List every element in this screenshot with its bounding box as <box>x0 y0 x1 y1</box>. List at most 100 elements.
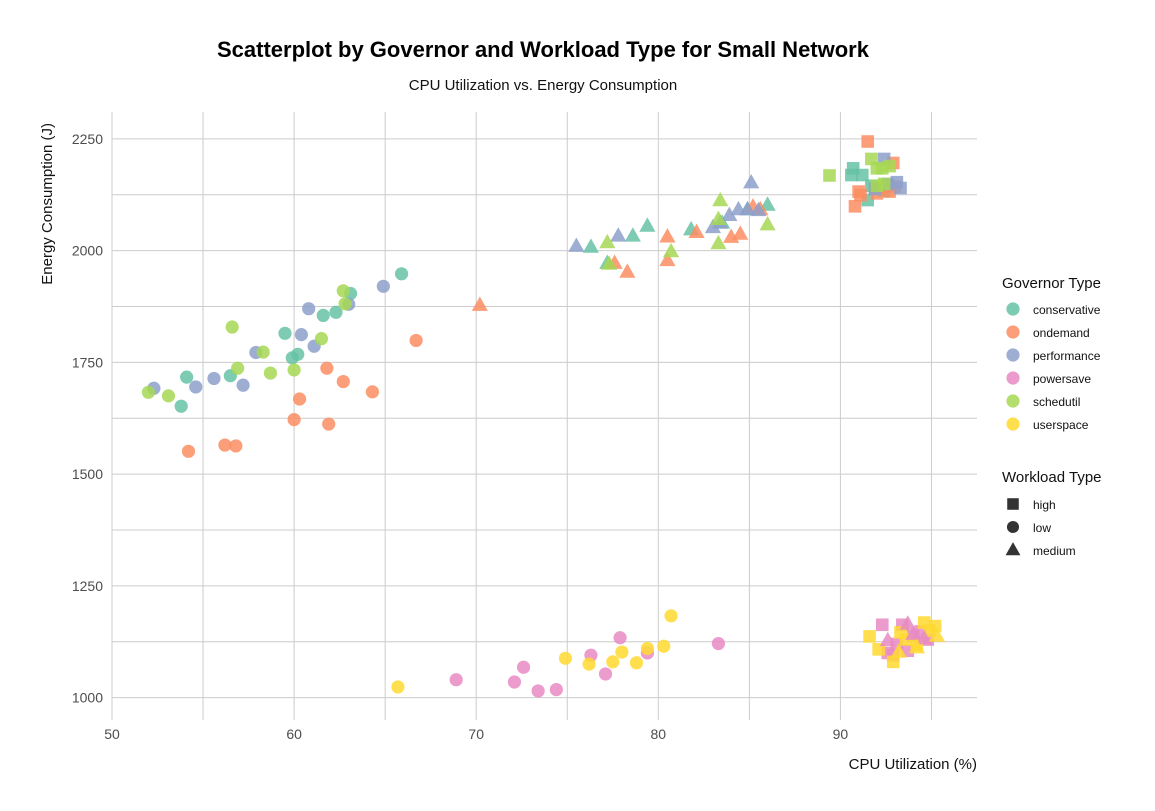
data-point <box>287 363 301 377</box>
legend-label-conservative: conservative <box>1033 303 1101 317</box>
data-point <box>916 629 933 645</box>
data-point <box>141 385 156 399</box>
legend-key-ondemand <box>1006 325 1020 339</box>
data-point <box>394 267 409 281</box>
x-tick-label: 60 <box>286 726 302 742</box>
data-point <box>710 234 727 250</box>
data-point <box>732 225 749 240</box>
data-point <box>316 308 330 323</box>
data-point <box>928 619 942 633</box>
data-point <box>883 159 896 173</box>
data-point <box>712 191 729 207</box>
data-point <box>879 631 896 647</box>
data-point <box>743 173 760 189</box>
y-axis-label: Energy Consumption (J) <box>39 123 56 285</box>
x-tick-label: 80 <box>651 726 667 742</box>
data-point <box>759 216 776 231</box>
x-axis-label: CPU Utilization (%) <box>849 756 977 773</box>
data-point <box>225 320 239 334</box>
data-point <box>329 305 343 319</box>
data-point <box>181 444 196 458</box>
data-point <box>659 228 676 243</box>
data-point <box>750 201 767 217</box>
data-point <box>619 263 636 278</box>
data-point <box>218 438 232 452</box>
data-point <box>861 135 875 148</box>
data-point <box>870 179 884 193</box>
data-point <box>659 251 676 267</box>
data-point <box>189 380 203 394</box>
data-point <box>292 392 307 406</box>
data-point <box>376 279 390 293</box>
legend: Governor Type Workload Type conservative… <box>1002 275 1102 558</box>
data-point <box>823 169 836 182</box>
data-point <box>531 684 545 698</box>
data-point <box>624 227 641 242</box>
data-point <box>507 675 522 689</box>
data-point <box>174 399 188 413</box>
data-point <box>640 641 654 656</box>
data-point <box>739 200 756 216</box>
data-point <box>287 412 301 427</box>
x-tick-label: 70 <box>468 726 484 742</box>
data-point <box>599 233 616 249</box>
legend-key-low <box>1006 520 1020 534</box>
data-point <box>886 655 900 669</box>
legend-label-userspace: userspace <box>1033 418 1089 432</box>
data-point <box>338 297 352 311</box>
data-point <box>336 284 350 298</box>
data-point <box>582 238 600 253</box>
legend-label-ondemand: ondemand <box>1033 326 1090 340</box>
data-point <box>314 332 329 346</box>
data-point <box>721 206 738 222</box>
chart-subtitle: CPU Utilization vs. Energy Consumption <box>409 77 677 94</box>
legend-label-high: high <box>1033 498 1056 512</box>
x-tick-label: 90 <box>833 726 849 742</box>
data-point <box>320 361 334 375</box>
data-point <box>256 345 270 359</box>
data-point <box>322 417 336 431</box>
data-point <box>231 361 245 375</box>
data-point <box>207 371 221 386</box>
data-point <box>613 631 627 645</box>
data-point <box>848 200 862 213</box>
legend-label-schedutil: schedutil <box>1033 395 1080 409</box>
data-point <box>657 639 671 653</box>
y-tick-label: 1250 <box>72 578 103 594</box>
data-point <box>615 645 629 659</box>
data-point <box>876 618 889 632</box>
legend-key-high <box>1007 498 1019 510</box>
data-point <box>558 651 573 665</box>
data-point <box>391 680 405 694</box>
data-point <box>905 625 922 640</box>
data-point <box>908 638 926 654</box>
data-point <box>639 217 656 232</box>
legend-key-conservative <box>1006 302 1020 316</box>
shape-legend-title: Workload Type <box>1002 469 1102 486</box>
axis-ticks: 50 60 70 80 90 1000 1250 1500 1750 2000 2250 <box>72 131 849 742</box>
legend-key-userspace <box>1006 417 1020 431</box>
data-point <box>855 168 869 182</box>
data-point <box>601 255 618 270</box>
data-point <box>180 370 194 384</box>
data-point <box>582 657 596 671</box>
y-tick-label: 2000 <box>72 243 103 259</box>
data-point <box>854 188 867 202</box>
legend-key-medium <box>1005 542 1021 556</box>
legend-key-schedutil <box>1006 394 1020 408</box>
data-point <box>516 660 531 674</box>
legend-label-medium: medium <box>1033 544 1076 558</box>
data-point <box>471 296 488 311</box>
data-point <box>710 210 727 226</box>
data-point <box>568 237 585 252</box>
data-point <box>711 636 726 651</box>
data-point <box>263 366 278 380</box>
chart-title: Scatterplot by Governor and Workload Typ… <box>217 37 870 62</box>
data-point <box>863 630 876 643</box>
data-point <box>236 378 250 392</box>
data-point <box>336 374 350 389</box>
data-point <box>890 643 907 658</box>
legend-key-powersave <box>1006 371 1020 385</box>
data-point <box>365 385 380 399</box>
